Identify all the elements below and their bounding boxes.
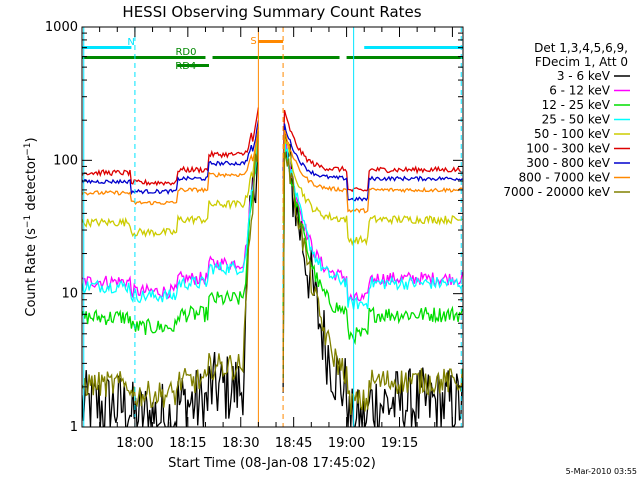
flag-bar-1-1 (212, 56, 340, 59)
plot-area (82, 107, 463, 427)
x-tick-label-3: 18:45 (275, 436, 312, 451)
x-axis-label: Start Time (08-Jan-08 17:45:02) (168, 456, 376, 471)
chart-title: HESSI Observing Summary Count Rates (122, 3, 421, 21)
series-line-7 (82, 126, 463, 214)
series-line-2 (82, 135, 463, 346)
series-line-5 (82, 107, 463, 193)
series-line-8 (82, 131, 463, 415)
flag-label-3: S (250, 36, 256, 47)
legend-label-7: 800 - 7000 keV (519, 171, 611, 185)
x-tick-label-5: 19:15 (381, 436, 418, 451)
series-line-3 (82, 132, 463, 310)
flag-bar-1-2 (346, 56, 463, 59)
legend-label-8: 7000 - 20000 keV (503, 185, 610, 199)
x-tick-label-0: 18:00 (116, 436, 153, 451)
x-tick-label-1: 18:15 (169, 436, 206, 451)
legend-label-5: 100 - 300 keV (526, 142, 610, 156)
legend-header-line-1: Det 1,3,4,5,6,9, (534, 41, 628, 55)
flag-bar-3-0 (258, 40, 284, 43)
y-tick-label-2: 100 (53, 153, 78, 168)
legend-label-6: 300 - 800 keV (526, 156, 610, 170)
legend-label-3: 25 - 50 keV (542, 113, 611, 127)
flag-bar-1-0 (82, 56, 206, 59)
y-axis-label: Count Rate (s−1 detector−1) (23, 137, 39, 316)
flag-bar-0-0 (82, 46, 132, 49)
x-tick-label-2: 18:30 (222, 436, 259, 451)
flag-bar-0-1 (364, 46, 463, 49)
vertical-markers (83, 27, 462, 427)
series-line-6 (82, 120, 463, 202)
x-axis-ticks: 18:00 18:15 18:30 18:45 19:00 19:15 (81, 27, 453, 451)
flag-label-2: RD4 (175, 61, 196, 72)
legend-label-0: 3 - 6 keV (557, 69, 611, 83)
flag-bar-2-0 (177, 64, 209, 67)
x-tick-label-4: 19:00 (328, 436, 365, 451)
y-tick-label-0: 1 (70, 420, 78, 435)
plot-frame (81, 26, 464, 428)
series-line-1 (82, 137, 463, 304)
legend-label-1: 6 - 12 keV (549, 84, 611, 98)
series-line-4 (82, 130, 463, 247)
y-tick-label-3: 1000 (45, 20, 78, 35)
legend-label-2: 12 - 25 keV (542, 98, 611, 112)
footer-date: 5-Mar-2010 03:55 (566, 467, 637, 476)
flag-label-0: N (127, 37, 134, 48)
y-tick-label-1: 10 (61, 287, 78, 302)
legend-header-line-2: FDecim 1, Att 0 (535, 55, 628, 69)
flag-label-1: RD0 (175, 47, 196, 58)
legend-label-4: 50 - 100 keV (534, 127, 611, 141)
flag-bars: N RD0 RD4 S (82, 36, 463, 72)
legend: Det 1,3,4,5,6,9, FDecim 1, Att 0 3 - 6 k… (503, 41, 630, 199)
y-axis-ticks: 1 10 100 1000 (45, 20, 463, 435)
series-line-0 (82, 130, 463, 427)
